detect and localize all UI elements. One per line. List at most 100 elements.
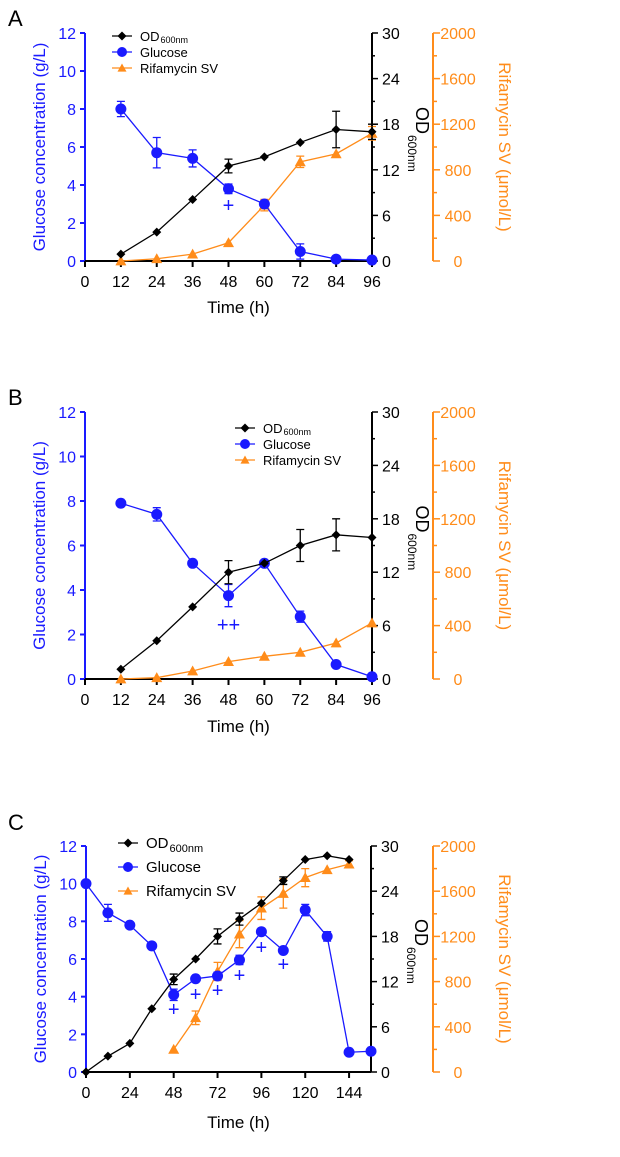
data-point-circle	[80, 878, 92, 890]
y-rif-tick-label: 0	[454, 254, 463, 271]
data-point-triangle	[151, 253, 163, 264]
y-rif-tick-label: 1200	[440, 117, 476, 134]
data-point-triangle	[233, 928, 245, 939]
y-left-tick-label: 8	[67, 494, 76, 511]
y-od-tick-label: 24	[381, 884, 399, 901]
legend-label: Glucose	[263, 437, 311, 452]
x-tick-label: 12	[112, 692, 130, 709]
data-point-diamond	[213, 931, 223, 941]
data-point-diamond	[81, 1067, 91, 1077]
data-point-circle	[187, 152, 199, 164]
significance-marker: +	[190, 984, 202, 1006]
series-od	[81, 851, 354, 1077]
data-point-circle	[117, 47, 127, 57]
data-point-diamond	[240, 423, 250, 433]
data-point-triangle	[299, 872, 311, 883]
y-od-label-main: OD	[412, 107, 432, 134]
x-tick-label: 96	[363, 274, 381, 291]
series-line	[120, 108, 373, 261]
y-od-tick-label: 6	[381, 1020, 390, 1037]
data-point-diamond	[259, 152, 269, 162]
y-left-tick-label: 2	[67, 628, 76, 645]
y-left-tick-label: 6	[68, 952, 77, 969]
data-point-triangle	[223, 237, 234, 248]
y-rif-tick-label: 2000	[440, 405, 476, 422]
data-point-circle	[151, 508, 163, 520]
y-od-tick-label: 24	[382, 72, 400, 89]
y-rif-tick-label: 2000	[440, 839, 476, 856]
y-rif-tick-label: 1200	[440, 512, 476, 529]
data-point-diamond	[188, 602, 198, 612]
legend-label: Rifamycin SV	[263, 453, 341, 468]
significance-marker: +	[277, 954, 289, 976]
data-point-circle	[115, 103, 127, 115]
data-point-circle	[124, 919, 136, 931]
data-point-diamond	[259, 558, 269, 568]
y-od-label-sub: 600nm	[404, 947, 418, 984]
y-left-tick-label: 0	[67, 672, 76, 689]
x-tick-label: 0	[81, 692, 90, 709]
data-point-circle	[294, 246, 306, 257]
significance-marker: +	[168, 999, 180, 1021]
data-point-triangle	[115, 255, 127, 266]
data-point-diamond	[224, 567, 233, 577]
x-tick-label: 0	[82, 1085, 91, 1102]
y-rif-tick-label: 1200	[440, 929, 476, 946]
x-tick-label: 0	[81, 274, 90, 291]
data-point-triangle	[330, 637, 342, 648]
data-point-diamond	[116, 664, 126, 674]
series-glucose	[115, 100, 378, 266]
series-od	[116, 110, 377, 259]
x-tick-label: 48	[165, 1085, 183, 1102]
data-point-triangle	[321, 864, 333, 875]
data-point-circle	[366, 671, 378, 683]
data-point-diamond	[256, 898, 266, 908]
x-tick-label: 36	[184, 692, 202, 709]
data-point-diamond	[191, 954, 201, 964]
data-point-circle	[299, 904, 311, 916]
data-point-triangle	[187, 665, 199, 676]
y-od-tick-label: 12	[382, 163, 400, 180]
x-tick-label: 96	[363, 692, 381, 709]
data-point-triangle	[330, 148, 342, 159]
legend-label: OD	[263, 421, 283, 436]
data-point-diamond	[123, 838, 133, 848]
y-rif-tick-label: 0	[454, 672, 463, 689]
y-left-tick-label: 12	[58, 26, 76, 43]
data-point-circle	[321, 930, 333, 942]
data-point-circle	[343, 1046, 355, 1058]
y-od-tick-label: 18	[382, 512, 400, 529]
significance-marker: +	[256, 937, 268, 959]
series-od	[116, 518, 377, 674]
data-point-triangle	[115, 673, 127, 684]
legend-label-sub: 600nm	[161, 35, 189, 45]
x-tick-label: 96	[252, 1085, 270, 1102]
y-left-tick-label: 0	[67, 254, 76, 271]
data-point-circle	[190, 973, 202, 985]
panel-label: B	[8, 385, 23, 410]
data-point-circle	[258, 198, 270, 210]
data-point-circle	[102, 907, 114, 919]
y-left-tick-label: 4	[68, 990, 77, 1007]
y-od-tick-label: 24	[382, 458, 400, 475]
y-rif-tick-label: 0	[454, 1065, 463, 1082]
y-rif-label: Rifamycin SV (μmol/L)	[495, 62, 514, 231]
x-tick-label: 36	[184, 274, 202, 291]
series-glucose	[115, 497, 378, 683]
data-point-diamond	[147, 1004, 157, 1014]
series-line	[120, 622, 373, 680]
data-point-diamond	[278, 876, 288, 886]
data-point-triangle	[187, 248, 199, 259]
data-point-circle	[223, 183, 234, 195]
y-od-tick-label: 30	[382, 26, 400, 43]
data-point-triangle	[294, 156, 306, 167]
data-point-circle	[294, 611, 306, 623]
y-od-tick-label: 30	[381, 839, 399, 856]
y-left-label: Glucose concentration (g/L)	[30, 441, 49, 650]
y-left-tick-label: 2	[67, 216, 76, 233]
data-point-circle	[115, 497, 127, 509]
